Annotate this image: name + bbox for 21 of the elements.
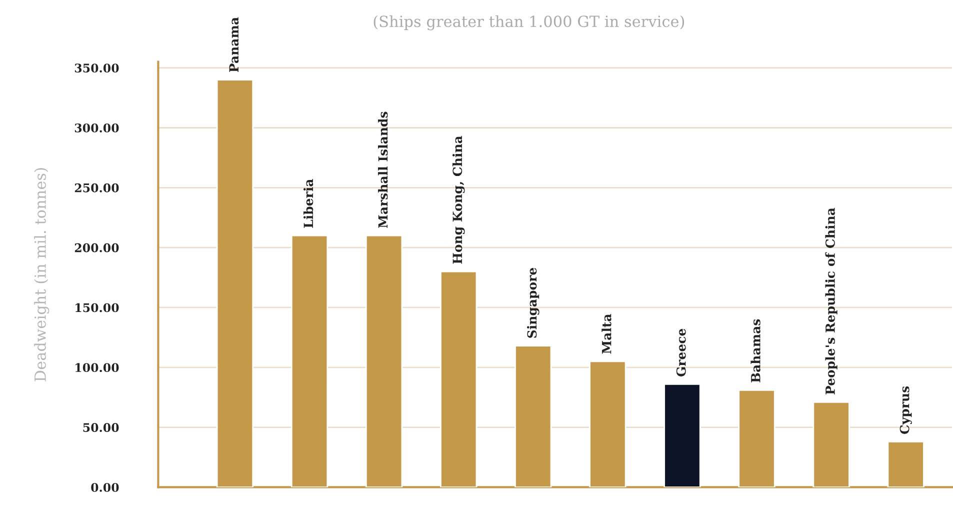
x-tick-label: Cyprus xyxy=(900,386,912,434)
x-tick-label: Singapore xyxy=(526,268,540,338)
y-tick-label: 50.00 xyxy=(83,423,119,432)
y-tick-label: 200.00 xyxy=(74,243,119,252)
y-tick-label: 0.00 xyxy=(91,482,119,492)
x-tick-label: Hong Kong, China xyxy=(452,136,465,264)
bar xyxy=(664,383,701,488)
y-axis-title: Deadweight (in mil. tonnes) xyxy=(34,168,50,382)
x-tick-label: People's Republic of China xyxy=(825,208,838,394)
y-tick-label: 100.00 xyxy=(76,363,119,372)
y-tick-label: 250.00 xyxy=(74,183,119,192)
x-tick-label: Marshall Islands xyxy=(378,112,388,228)
y-tick-label: 300.00 xyxy=(74,123,119,132)
x-tick-label: Bahamas xyxy=(750,319,760,382)
chart-subtitle: (Ships greater than 1.000 GT in service) xyxy=(374,15,684,30)
x-tick-label: Panama xyxy=(229,17,239,72)
x-tick-label: Greece xyxy=(676,328,686,376)
y-tick-label: 150.00 xyxy=(76,303,119,312)
x-tick-label: Malta xyxy=(602,314,612,354)
x-tick-label: Liberia xyxy=(303,179,314,228)
y-tick-label: 350.00 xyxy=(74,64,119,72)
